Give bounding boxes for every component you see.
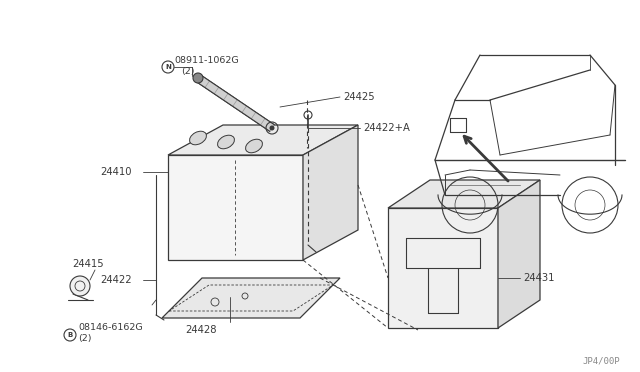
Polygon shape — [168, 125, 358, 155]
Polygon shape — [303, 125, 358, 260]
Polygon shape — [498, 180, 540, 328]
Polygon shape — [388, 180, 540, 208]
Polygon shape — [196, 75, 274, 131]
Text: 08911-1062G: 08911-1062G — [174, 55, 239, 64]
Ellipse shape — [246, 139, 262, 153]
Text: (2): (2) — [181, 67, 195, 76]
Ellipse shape — [218, 135, 234, 149]
Text: 24425: 24425 — [343, 92, 374, 102]
Text: 24410: 24410 — [100, 167, 131, 177]
Polygon shape — [162, 278, 340, 318]
Circle shape — [70, 276, 90, 296]
Text: 24428: 24428 — [185, 325, 216, 335]
Circle shape — [269, 125, 275, 131]
Text: JP4/00P: JP4/00P — [582, 356, 620, 365]
Text: N: N — [165, 64, 171, 70]
Text: B: B — [67, 332, 72, 338]
Text: 24431: 24431 — [523, 273, 554, 283]
Polygon shape — [168, 155, 303, 260]
Circle shape — [193, 73, 203, 83]
Polygon shape — [388, 208, 498, 328]
Text: 08146-6162G: 08146-6162G — [78, 324, 143, 333]
Text: 24422+A: 24422+A — [363, 123, 410, 133]
Text: 24422: 24422 — [100, 275, 132, 285]
Ellipse shape — [189, 131, 207, 145]
Text: (2): (2) — [78, 334, 92, 343]
Text: 24415: 24415 — [72, 259, 104, 269]
